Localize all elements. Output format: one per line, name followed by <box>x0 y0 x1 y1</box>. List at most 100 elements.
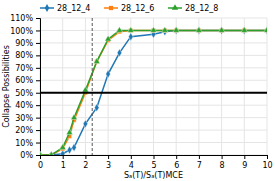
axis-line <box>36 19 41 156</box>
grid-line <box>62 18 63 155</box>
marker <box>241 27 247 33</box>
marker <box>174 27 179 35</box>
tick-mark <box>36 18 40 19</box>
legend-marker <box>109 6 113 10</box>
legend-label: 28_12_8 <box>185 4 218 13</box>
tick-label: 3 <box>106 161 111 170</box>
tick-label: 6 <box>174 161 179 170</box>
marker <box>67 146 72 154</box>
marker <box>264 27 267 33</box>
tick-mark <box>36 68 40 69</box>
tick: 7 <box>197 155 202 170</box>
grid-line <box>40 67 267 68</box>
grid-line <box>198 18 199 155</box>
marker <box>48 151 54 155</box>
grid-line <box>221 18 222 155</box>
tick-label: 1 <box>61 161 66 170</box>
tick: 50% <box>15 89 40 98</box>
x-axis: 0 1 2 3 4 5 6 7 8 9 10 <box>38 155 273 170</box>
tick-mark <box>36 118 40 119</box>
tick-mark <box>154 155 155 159</box>
tick-label: 9 <box>242 161 247 170</box>
tick-mark <box>36 143 40 144</box>
tick-label: 50% <box>15 89 33 98</box>
tick-mark <box>244 155 245 159</box>
tick: 0% <box>20 151 40 160</box>
tick: 2 <box>83 155 88 170</box>
tick-mark <box>85 155 86 159</box>
tick-mark <box>222 155 223 159</box>
marker <box>173 27 179 33</box>
tick: 100% <box>10 27 40 36</box>
tick-mark <box>36 130 40 131</box>
tick-mark <box>36 93 40 94</box>
tick-mark <box>131 155 132 159</box>
marker <box>150 27 156 33</box>
chart: 0123456789100%10%20%30%40%50%60%70%80%90… <box>0 0 275 181</box>
grid-line <box>40 92 267 93</box>
tick: 4 <box>129 155 134 170</box>
tick: 70% <box>15 64 40 73</box>
tick-mark <box>36 80 40 81</box>
axis-line <box>41 156 268 160</box>
grid-line <box>40 130 267 131</box>
grid-line <box>40 80 267 81</box>
tick-mark <box>36 55 40 56</box>
tick-mark <box>176 155 177 159</box>
tick-label: 0% <box>20 151 33 160</box>
reference-line <box>92 18 93 155</box>
grid-line <box>40 105 267 106</box>
marker <box>40 151 43 155</box>
tick: 1 <box>61 155 66 170</box>
tick-mark <box>36 155 40 156</box>
tick-label: 60% <box>15 76 33 85</box>
tick-label: 100% <box>10 27 33 36</box>
marker <box>116 27 122 33</box>
tick: 8 <box>220 155 225 170</box>
tick: 110% <box>10 14 40 23</box>
grid-line <box>267 18 268 155</box>
tick-mark <box>199 155 200 159</box>
tick-mark <box>267 155 268 159</box>
tick: 10 <box>262 155 272 170</box>
marker <box>162 27 168 33</box>
marker <box>117 49 122 57</box>
marker <box>128 27 134 33</box>
grid-line <box>40 18 267 19</box>
marker <box>242 27 247 35</box>
grid-line <box>244 18 245 155</box>
marker <box>197 27 202 35</box>
tick-label: 8 <box>220 161 225 170</box>
legend-marker <box>172 4 178 10</box>
legend-label: 28_12_6 <box>121 4 154 13</box>
tick-label: 70% <box>15 64 33 73</box>
marker <box>196 27 202 33</box>
grid-line <box>40 55 267 56</box>
marker <box>82 87 88 93</box>
tick-label: 40% <box>15 101 33 110</box>
tick-label: 4 <box>129 161 134 170</box>
grid <box>40 18 267 155</box>
tick: 40% <box>15 101 40 110</box>
tick-label: 80% <box>15 51 33 60</box>
series-line <box>40 30 267 155</box>
legend: 28_12_4 28_12_6 28_12_8 <box>40 4 218 13</box>
tick: 9 <box>242 155 247 170</box>
reference-line <box>40 92 267 94</box>
marker <box>71 114 77 120</box>
marker <box>66 129 72 135</box>
x-axis-title: Sₐ(T)/Sₐ(T)MCE <box>124 171 183 180</box>
data-area <box>40 18 267 155</box>
legend-item: 28_12_4 <box>40 4 90 13</box>
tick: 0 <box>38 155 43 170</box>
grid-line <box>176 18 177 155</box>
marker <box>40 151 42 155</box>
marker <box>219 27 224 35</box>
series-line <box>40 30 267 155</box>
tick: 5 <box>151 155 156 170</box>
tick-label: 90% <box>15 39 33 48</box>
marker <box>265 27 267 35</box>
grid-line <box>40 142 267 143</box>
tick-label: 5 <box>151 161 156 170</box>
marker <box>106 70 111 78</box>
